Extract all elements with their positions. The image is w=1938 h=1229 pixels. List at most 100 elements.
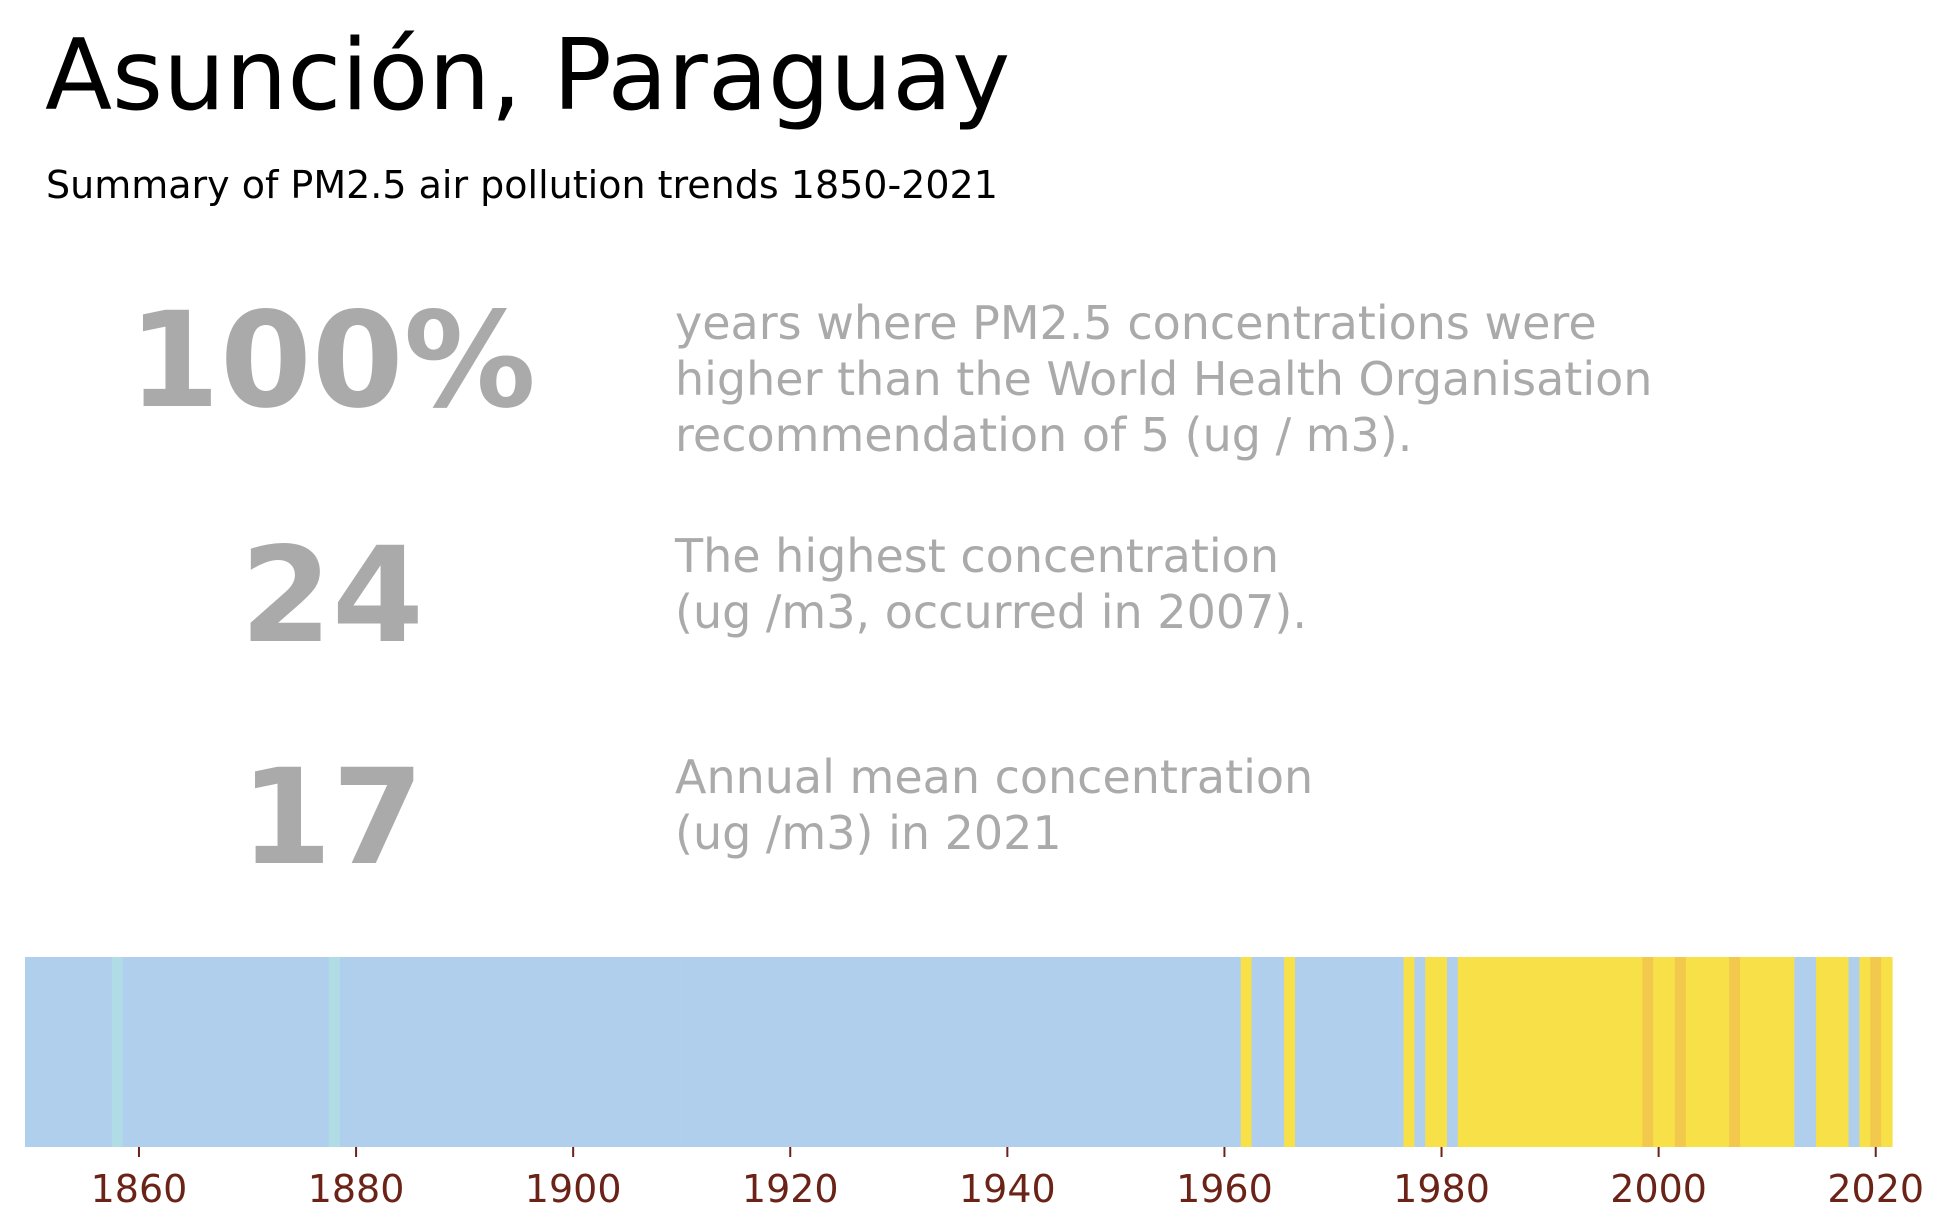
stripe-1862 [155,957,167,1147]
stripe-1894 [502,957,515,1147]
stripe-1962 [1240,957,1253,1147]
stripe-2020 [1870,957,1882,1147]
stripe-2016 [1826,957,1839,1147]
stripe-1897 [535,957,547,1147]
stripe-1945 [1056,957,1068,1147]
stripe-1852 [46,957,59,1147]
stripe-1858 [111,957,124,1147]
tick-label-1940: 1940 [959,1167,1056,1211]
stripe-1900 [567,957,580,1147]
stat-percent-value: 100% [128,284,536,438]
stripe-1890 [459,957,471,1147]
stripe-2019 [1859,957,1871,1147]
stripe-1914 [719,957,732,1147]
stripe-1991 [1555,957,1567,1147]
stripe-1873 [274,957,287,1147]
stripe-1889 [448,957,460,1147]
stripe-1946 [1067,957,1079,1147]
stripe-1901 [578,957,591,1147]
stripe-1971 [1338,957,1350,1147]
stripe-1857 [100,957,113,1147]
stat-highest-line-2: (ug /m3, occurred in 2007). [675,585,1307,639]
stripe-1959 [1208,957,1220,1147]
stat-mean-line-2: (ug /m3) in 2021 [675,806,1062,860]
stripe-2011 [1772,957,1785,1147]
stripe-1982 [1457,957,1470,1147]
stripe-1905 [622,957,634,1147]
stripe-layer [25,957,1893,1147]
stat-mean-description: Annual mean concentration (ug /m3) in 20… [675,749,1905,861]
stripe-1912 [697,957,710,1147]
stripe-1949 [1099,957,1112,1147]
stripe-1884 [394,957,406,1147]
stat-percent-description: years where PM2.5 concentrations were hi… [675,295,1905,463]
tick-label-1880: 1880 [308,1167,405,1211]
stripe-1943 [1034,957,1046,1147]
stripe-1875 [296,957,308,1147]
stripe-1988 [1522,957,1535,1147]
stripe-1997 [1620,957,1633,1147]
x-axis-ticks: 1860 1880 1900 1920 1940 1960 1980 2000 2020 [91,1147,1924,1211]
stripe-1944 [1045,957,1057,1147]
stripe-2008 [1740,957,1752,1147]
stripe-1896 [524,957,536,1147]
stat-percent-line-1: years where PM2.5 concentrations were [675,296,1597,350]
stripe-1869 [231,957,243,1147]
stripe-1872 [263,957,276,1147]
stripe-1888 [437,957,449,1147]
stripe-1998 [1631,957,1643,1147]
stripe-1924 [828,957,840,1147]
stripe-1985 [1490,957,1502,1147]
stripe-2012 [1783,957,1795,1147]
stripe-1941 [1012,957,1025,1147]
stripe-1964 [1262,957,1274,1147]
stripe-1970 [1327,957,1340,1147]
stripe-1859 [122,957,135,1147]
tick-label-1920: 1920 [742,1167,839,1211]
tick-label-1980: 1980 [1393,1167,1490,1211]
stripe-2004 [1696,957,1709,1147]
stripe-1927 [860,957,873,1147]
stripe-1891 [470,957,482,1147]
stripe-1957 [1186,957,1198,1147]
stripe-1951 [1121,957,1133,1147]
stripe-1861 [144,957,156,1147]
stripe-1851 [35,957,48,1147]
stripe-1986 [1501,957,1513,1147]
stripe-1917 [752,957,764,1147]
stripe-1882 [372,957,384,1147]
stripe-1950 [1110,957,1122,1147]
stripe-1992 [1566,957,1578,1147]
stripe-1880 [350,957,363,1147]
stripe-1907 [643,957,656,1147]
tick-label-1900: 1900 [525,1167,622,1211]
stripe-1978 [1414,957,1426,1147]
stripe-1925 [839,957,851,1147]
stripe-1876 [307,957,319,1147]
stripe-1940 [1001,957,1014,1147]
stripe-1870 [242,957,254,1147]
stripe-1919 [773,957,786,1147]
tick-label-2000: 2000 [1610,1167,1707,1211]
stripe-1918 [763,957,775,1147]
stripe-1865 [187,957,200,1147]
stripe-1995 [1598,957,1611,1147]
stripe-1923 [817,957,829,1147]
stripe-2014 [1805,957,1817,1147]
stat-percent-line-2: higher than the World Health Organisatio… [675,352,1653,406]
stripe-1908 [654,957,667,1147]
stripe-1874 [285,957,297,1147]
stripe-1938 [980,957,992,1147]
stripe-1993 [1577,957,1589,1147]
stripe-1963 [1251,957,1264,1147]
stripe-1979 [1425,957,1437,1147]
stripe-1909 [665,957,677,1147]
stripe-1895 [513,957,525,1147]
stripe-1953 [1143,957,1155,1147]
stripe-1942 [1023,957,1036,1147]
stripe-1928 [871,957,884,1147]
stripe-1878 [328,957,341,1147]
stripe-1910 [676,957,688,1147]
stripe-1883 [383,957,395,1147]
stripe-1930 [893,957,905,1147]
